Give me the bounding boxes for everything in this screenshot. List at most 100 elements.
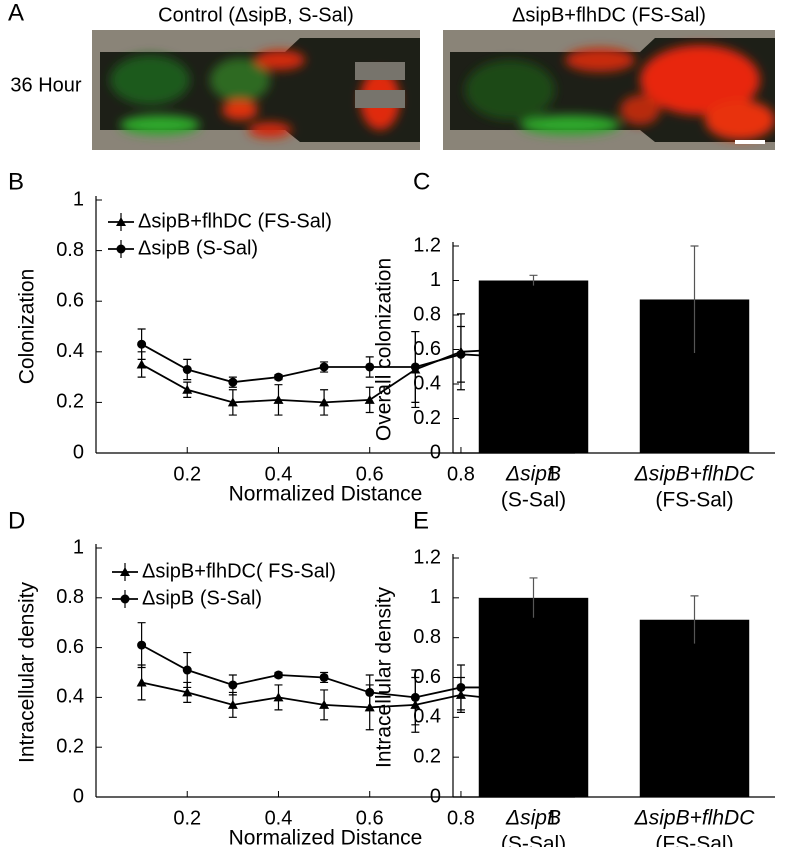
- panel-label: A: [8, 0, 24, 26]
- x-tick-label: 1: [547, 463, 558, 485]
- y-tick-label: 0.8: [413, 303, 441, 325]
- error-bar: [690, 245, 699, 353]
- marker: [273, 692, 284, 702]
- y-axis-label: Colonization: [16, 269, 39, 385]
- x-tick-label: 0.2: [173, 807, 201, 829]
- legend-marker: [116, 244, 126, 254]
- marker: [273, 670, 283, 680]
- error-bar: [529, 577, 538, 618]
- error-bar: [690, 595, 699, 644]
- marker: [182, 687, 193, 697]
- x-tick-label: 0.6: [356, 807, 384, 829]
- panel-label: C: [413, 168, 430, 195]
- panel-label: B: [8, 168, 24, 195]
- x-tick-label: 0.8: [447, 463, 475, 485]
- error-bar: [529, 274, 538, 286]
- marker: [410, 692, 420, 702]
- y-tick-label: 1: [73, 188, 84, 210]
- y-tick-label: 0.4: [56, 340, 84, 362]
- y-tick-label: 0.2: [413, 745, 441, 767]
- y-tick-label: 1.2: [413, 546, 441, 568]
- marker: [227, 397, 238, 407]
- y-tick-label: 0.2: [56, 735, 84, 757]
- panel-label: E: [413, 507, 429, 534]
- marker: [137, 339, 147, 349]
- image-title: ΔsipB+flhDC (FS-Sal): [512, 4, 706, 26]
- panel-label: D: [8, 507, 25, 534]
- microscopy-image: [443, 30, 775, 150]
- bar: [478, 597, 589, 797]
- marker: [182, 665, 192, 675]
- x-tick-label: ΔsipB+flhDC: [634, 463, 756, 486]
- marker: [365, 362, 375, 372]
- x-axis-label: Normalized Distance: [229, 483, 423, 506]
- bar: [639, 619, 750, 797]
- marker: [456, 682, 466, 692]
- marker: [227, 699, 238, 709]
- row-label: 36 Hour: [10, 74, 81, 96]
- y-tick-label: 0: [430, 785, 441, 807]
- y-tick-label: 0.6: [56, 636, 84, 658]
- x-axis-label: Normalized Distance: [229, 827, 423, 847]
- legend-label: ΔsipB (S-Sal): [142, 587, 262, 609]
- marker: [228, 377, 238, 387]
- marker: [319, 699, 330, 709]
- x-tick-label: ΔsipB: [505, 807, 561, 830]
- x-tick-sublabel: (S-Sal): [501, 489, 566, 512]
- x-tick-label: ΔsipB+flhDC: [634, 807, 756, 830]
- marker: [364, 394, 375, 404]
- bar: [478, 280, 589, 453]
- x-tick-label: 1: [547, 807, 558, 829]
- y-axis-label: Overall colonization: [373, 258, 396, 441]
- legend-marker: [116, 217, 126, 226]
- marker: [319, 362, 329, 372]
- y-tick-label: 0.8: [56, 239, 84, 261]
- y-tick-label: 0.4: [56, 686, 84, 708]
- x-tick-sublabel: (FS-Sal): [655, 489, 733, 512]
- marker: [319, 397, 330, 407]
- marker: [182, 384, 193, 394]
- microscopy-image: [92, 30, 420, 150]
- y-tick-label: 0.4: [413, 706, 441, 728]
- x-tick-sublabel: (FS-Sal): [655, 833, 733, 847]
- x-tick-label: 0.4: [265, 463, 293, 485]
- marker: [228, 680, 238, 690]
- y-tick-label: 0.8: [413, 626, 441, 648]
- y-tick-label: 0: [73, 441, 84, 463]
- marker: [136, 677, 147, 687]
- x-tick-label: 0.2: [173, 463, 201, 485]
- x-tick-sublabel: (S-Sal): [501, 833, 566, 847]
- legend-label: ΔsipB+flhDC (FS-Sal): [138, 210, 332, 232]
- legend-label: ΔsipB (S-Sal): [138, 237, 258, 259]
- legend-marker: [120, 567, 130, 576]
- y-tick-label: 0.4: [413, 372, 441, 394]
- x-tick-label: 0.8: [447, 807, 475, 829]
- marker: [136, 359, 147, 369]
- y-tick-label: 0.2: [56, 391, 84, 413]
- marker: [137, 640, 147, 650]
- y-axis-label: Intracellular density: [16, 582, 39, 763]
- legend-marker: [120, 594, 130, 604]
- image-title: Control (ΔsipB, S-Sal): [158, 4, 354, 26]
- x-tick-label: 0.4: [265, 807, 293, 829]
- marker: [273, 372, 283, 382]
- x-tick-label: ΔsipB: [505, 463, 561, 486]
- y-tick-label: 0.2: [413, 407, 441, 429]
- y-tick-label: 0.6: [413, 338, 441, 360]
- marker: [410, 362, 420, 372]
- marker: [365, 687, 375, 697]
- x-tick-label: 0.6: [356, 463, 384, 485]
- marker: [456, 349, 466, 359]
- y-tick-label: 0.6: [413, 666, 441, 688]
- y-tick-label: 1.2: [413, 234, 441, 256]
- y-axis-label: Intracellular density: [373, 587, 396, 768]
- y-tick-label: 1: [73, 536, 84, 558]
- y-tick-label: 0.8: [56, 586, 84, 608]
- y-tick-label: 0: [430, 441, 441, 463]
- marker: [273, 394, 284, 404]
- y-tick-label: 0: [73, 785, 84, 807]
- legend-label: ΔsipB+flhDC( FS-Sal): [142, 560, 336, 582]
- marker: [182, 365, 192, 375]
- y-tick-label: 1: [430, 586, 441, 608]
